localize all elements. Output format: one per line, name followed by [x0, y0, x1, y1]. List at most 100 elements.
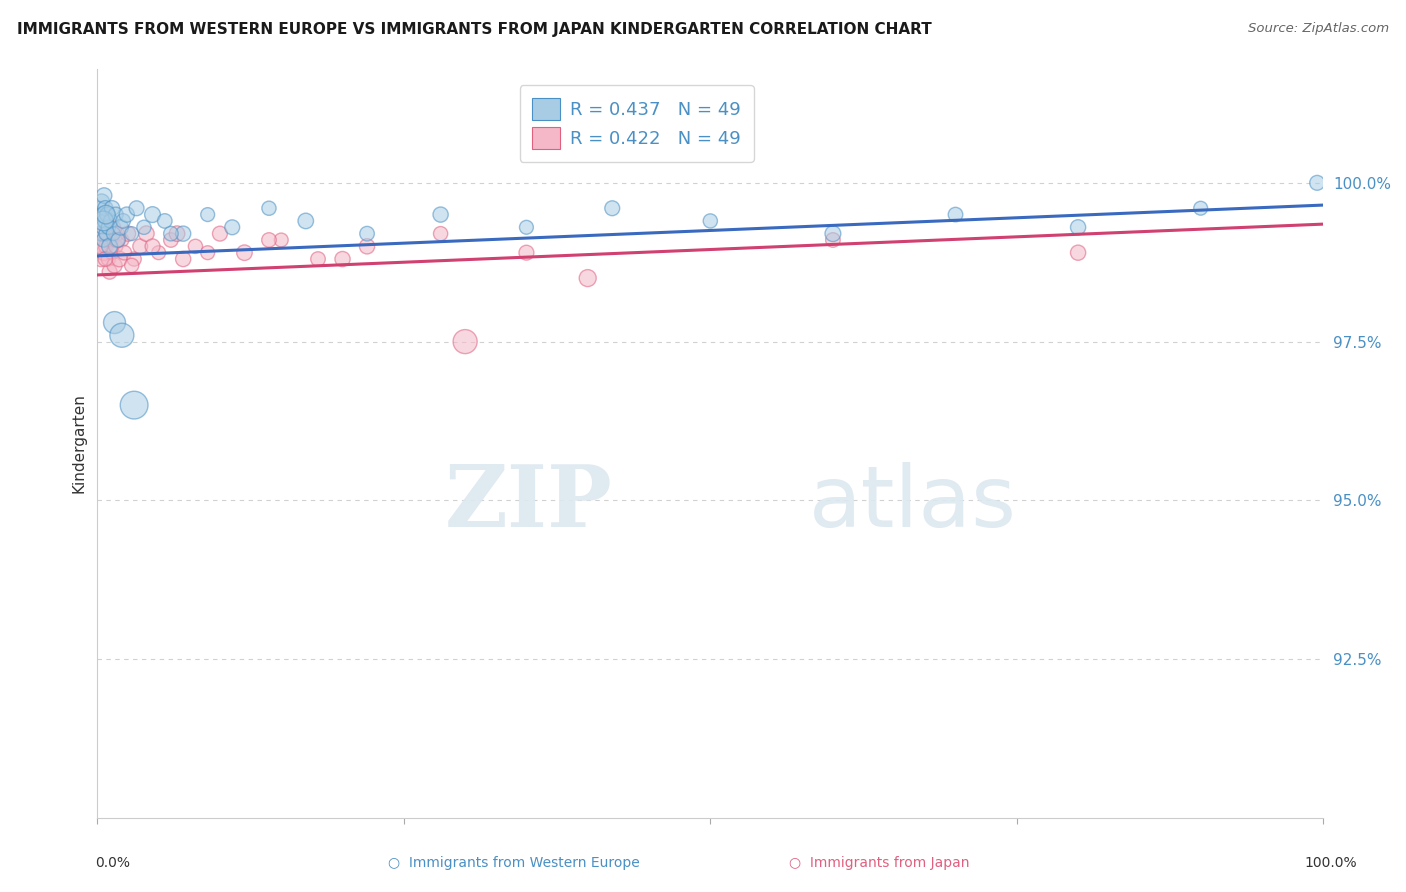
Immigrants from Western Europe: [172, 227, 194, 241]
Immigrants from Western Europe: [132, 220, 155, 235]
Immigrants from Japan: [98, 265, 121, 279]
Immigrants from Western Europe: [197, 208, 219, 222]
Immigrants from Western Europe: [96, 208, 118, 222]
Immigrants from Japan: [160, 233, 183, 247]
Immigrants from Western Europe: [90, 227, 112, 241]
Immigrants from Japan: [94, 239, 117, 253]
Immigrants from Western Europe: [1067, 220, 1090, 235]
Immigrants from Western Europe: [94, 208, 117, 222]
Immigrants from Japan: [166, 227, 188, 241]
Immigrants from Western Europe: [100, 214, 122, 228]
Immigrants from Japan: [111, 233, 134, 247]
Text: ○  Immigrants from Western Europe: ○ Immigrants from Western Europe: [388, 856, 640, 870]
Immigrants from Japan: [515, 245, 537, 260]
Immigrants from Japan: [233, 245, 256, 260]
Text: 0.0%: 0.0%: [96, 856, 131, 870]
Immigrants from Western Europe: [103, 227, 125, 241]
Text: ZIP: ZIP: [444, 461, 612, 545]
Immigrants from Japan: [97, 252, 120, 266]
Immigrants from Japan: [172, 252, 194, 266]
Immigrants from Japan: [332, 252, 354, 266]
Immigrants from Japan: [117, 227, 139, 241]
Immigrants from Western Europe: [699, 214, 721, 228]
Immigrants from Japan: [94, 252, 117, 266]
Immigrants from Western Europe: [821, 227, 844, 241]
Immigrants from Western Europe: [97, 220, 120, 235]
Immigrants from Japan: [112, 245, 135, 260]
Immigrants from Japan: [100, 233, 122, 247]
Immigrants from Western Europe: [153, 214, 176, 228]
Immigrants from Japan: [93, 214, 115, 228]
Immigrants from Japan: [129, 239, 152, 253]
Immigrants from Japan: [96, 227, 118, 241]
Immigrants from Japan: [135, 227, 157, 241]
Immigrants from Western Europe: [103, 316, 125, 330]
Immigrants from Japan: [93, 245, 115, 260]
Immigrants from Japan: [105, 227, 128, 241]
Immigrants from Western Europe: [90, 194, 112, 209]
Immigrants from Western Europe: [257, 201, 280, 215]
Immigrants from Japan: [91, 227, 114, 241]
Immigrants from Japan: [197, 245, 219, 260]
Immigrants from Japan: [103, 259, 125, 273]
Immigrants from Western Europe: [122, 398, 145, 412]
Immigrants from Japan: [257, 233, 280, 247]
Immigrants from Western Europe: [93, 214, 115, 228]
Immigrants from Japan: [108, 252, 131, 266]
Text: Source: ZipAtlas.com: Source: ZipAtlas.com: [1249, 22, 1389, 36]
Immigrants from Japan: [270, 233, 292, 247]
Immigrants from Japan: [1067, 245, 1090, 260]
Immigrants from Western Europe: [115, 208, 138, 222]
Immigrants from Japan: [103, 220, 125, 235]
Immigrants from Western Europe: [429, 208, 451, 222]
Immigrants from Western Europe: [93, 188, 115, 202]
Immigrants from Japan: [356, 239, 378, 253]
Text: atlas: atlas: [808, 462, 1017, 545]
Immigrants from Western Europe: [945, 208, 967, 222]
Text: 100.0%: 100.0%: [1305, 856, 1357, 870]
Immigrants from Japan: [141, 239, 163, 253]
Immigrants from Japan: [90, 252, 112, 266]
Immigrants from Japan: [429, 227, 451, 241]
Immigrants from Japan: [104, 239, 127, 253]
Immigrants from Western Europe: [1306, 176, 1329, 190]
Immigrants from Japan: [821, 233, 844, 247]
Immigrants from Japan: [307, 252, 329, 266]
Immigrants from Western Europe: [93, 214, 115, 228]
Immigrants from Japan: [576, 271, 599, 285]
Immigrants from Western Europe: [160, 227, 183, 241]
Immigrants from Japan: [122, 252, 145, 266]
Immigrants from Western Europe: [600, 201, 623, 215]
Immigrants from Japan: [89, 239, 111, 253]
Immigrants from Western Europe: [94, 227, 117, 241]
Immigrants from Western Europe: [1189, 201, 1212, 215]
Immigrants from Japan: [91, 220, 114, 235]
Immigrants from Western Europe: [98, 239, 121, 253]
Immigrants from Japan: [87, 239, 110, 253]
Immigrants from Japan: [89, 227, 111, 241]
Immigrants from Japan: [184, 239, 207, 253]
Immigrants from Western Europe: [104, 208, 127, 222]
Immigrants from Japan: [208, 227, 231, 241]
Immigrants from Western Europe: [89, 214, 111, 228]
Immigrants from Western Europe: [111, 328, 134, 343]
Immigrants from Western Europe: [356, 227, 378, 241]
Immigrants from Western Europe: [101, 201, 124, 215]
Immigrants from Western Europe: [93, 233, 115, 247]
Immigrants from Western Europe: [91, 208, 114, 222]
Immigrants from Western Europe: [112, 214, 135, 228]
Y-axis label: Kindergarten: Kindergarten: [72, 393, 86, 493]
Legend: R = 0.437   N = 49, R = 0.422   N = 49: R = 0.437 N = 49, R = 0.422 N = 49: [520, 85, 754, 161]
Immigrants from Japan: [93, 233, 115, 247]
Immigrants from Western Europe: [221, 220, 243, 235]
Text: IMMIGRANTS FROM WESTERN EUROPE VS IMMIGRANTS FROM JAPAN KINDERGARTEN CORRELATION: IMMIGRANTS FROM WESTERN EUROPE VS IMMIGR…: [17, 22, 932, 37]
Immigrants from Western Europe: [94, 201, 117, 215]
Immigrants from Japan: [454, 334, 477, 349]
Immigrants from Western Europe: [89, 201, 111, 215]
Immigrants from Japan: [148, 245, 170, 260]
Immigrants from Western Europe: [294, 214, 316, 228]
Immigrants from Western Europe: [91, 220, 114, 235]
Immigrants from Japan: [121, 259, 143, 273]
Immigrants from Japan: [101, 245, 124, 260]
Immigrants from Western Europe: [121, 227, 143, 241]
